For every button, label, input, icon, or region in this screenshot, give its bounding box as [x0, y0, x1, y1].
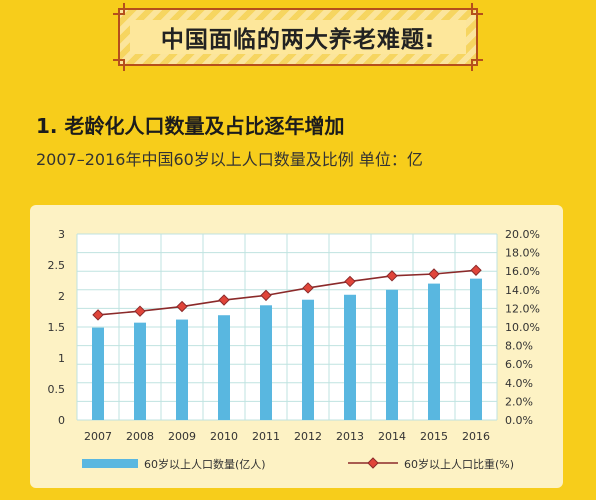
- ratio-marker: [344, 275, 356, 288]
- ratio-marker: [470, 264, 482, 276]
- bar: [260, 305, 272, 420]
- y2-axis-tick-label: 0.0%: [505, 414, 533, 427]
- x-axis-tick-label: 2012: [294, 430, 322, 443]
- bar: [386, 289, 398, 420]
- ratio-marker: [302, 282, 314, 294]
- banner-corner-ornament: [113, 3, 125, 15]
- y2-axis-tick-label: 6.0%: [505, 358, 533, 371]
- banner-corner-ornament: [471, 59, 483, 71]
- x-axis-tick-label: 2015: [420, 430, 448, 443]
- x-axis-tick-label: 2009: [168, 430, 196, 443]
- y2-axis-tick-label: 12.0%: [505, 302, 540, 315]
- bar: [470, 278, 482, 420]
- bar: [176, 319, 188, 420]
- section-title: 1. 老龄化人口数量及占比逐年增加: [36, 114, 345, 138]
- y2-axis-tick-label: 4.0%: [505, 377, 533, 390]
- y2-axis-tick-label: 2.0%: [505, 395, 533, 408]
- ratio-marker: [134, 305, 146, 317]
- chart-subtitle: 2007–2016年中国60岁以上人口数量及比例 单位：亿: [36, 150, 423, 169]
- y2-axis-tick-label: 18.0%: [505, 247, 540, 260]
- legend-swatch-bar: [82, 459, 138, 468]
- bar: [302, 299, 314, 420]
- x-axis-tick-label: 2016: [462, 430, 490, 443]
- ratio-marker: [176, 300, 188, 313]
- y2-axis-tick-label: 20.0%: [505, 228, 540, 241]
- banner-corner-ornament: [113, 59, 125, 71]
- banner-title: 中国面临的两大养老难题:: [130, 20, 466, 54]
- y2-axis-tick-label: 8.0%: [505, 340, 533, 353]
- x-axis-tick-label: 2014: [378, 430, 406, 443]
- ratio-marker: [260, 289, 272, 302]
- y-axis-tick-label: 2.5: [48, 259, 66, 272]
- bar: [134, 322, 146, 420]
- banner: 中国面临的两大养老难题:: [113, 3, 483, 71]
- chart-card: 0 0.5 1 1.5 2 2.5 3 0.0% 2.0% 4.0% 6.0% 8.0% 10.0% 12…: [30, 205, 563, 488]
- legend-label-bar: 60岁以上人口数量(亿人): [144, 457, 266, 471]
- legend-label-line: 60岁以上人口比重(%): [404, 457, 514, 471]
- x-axis-tick-label: 2007: [84, 430, 112, 443]
- y-axis-tick-label: 3: [58, 228, 65, 241]
- bar: [218, 315, 230, 420]
- y2-axis-tick-label: 10.0%: [505, 321, 540, 334]
- x-axis-tick-label: 2013: [336, 430, 364, 443]
- ratio-marker: [428, 268, 440, 280]
- x-axis-tick-label: 2008: [126, 430, 154, 443]
- x-axis-tick-label: 2011: [252, 430, 280, 443]
- y2-axis-tick-label: 14.0%: [505, 284, 540, 297]
- bar: [344, 294, 356, 420]
- ratio-marker: [386, 270, 398, 282]
- bar: [428, 283, 440, 420]
- y-axis-tick-label: 0: [58, 414, 65, 427]
- y-axis-tick-label: 0.5: [48, 383, 66, 396]
- y-axis-tick-label: 2: [58, 290, 65, 303]
- x-axis-tick-label: 2010: [210, 430, 238, 443]
- ratio-line: [97, 269, 477, 316]
- ratio-marker: [218, 294, 230, 306]
- ratio-marker: [92, 309, 104, 321]
- combo-chart: 0 0.5 1 1.5 2 2.5 3 0.0% 2.0% 4.0% 6.0% 8.0% 10.0% 12…: [48, 228, 540, 471]
- y2-axis-tick-label: 16.0%: [505, 265, 540, 278]
- banner-corner-ornament: [471, 3, 483, 15]
- y-axis-tick-label: 1.5: [48, 321, 66, 334]
- bar: [92, 327, 104, 420]
- legend-swatch-marker: [367, 457, 379, 469]
- y-axis-tick-label: 1: [58, 352, 65, 365]
